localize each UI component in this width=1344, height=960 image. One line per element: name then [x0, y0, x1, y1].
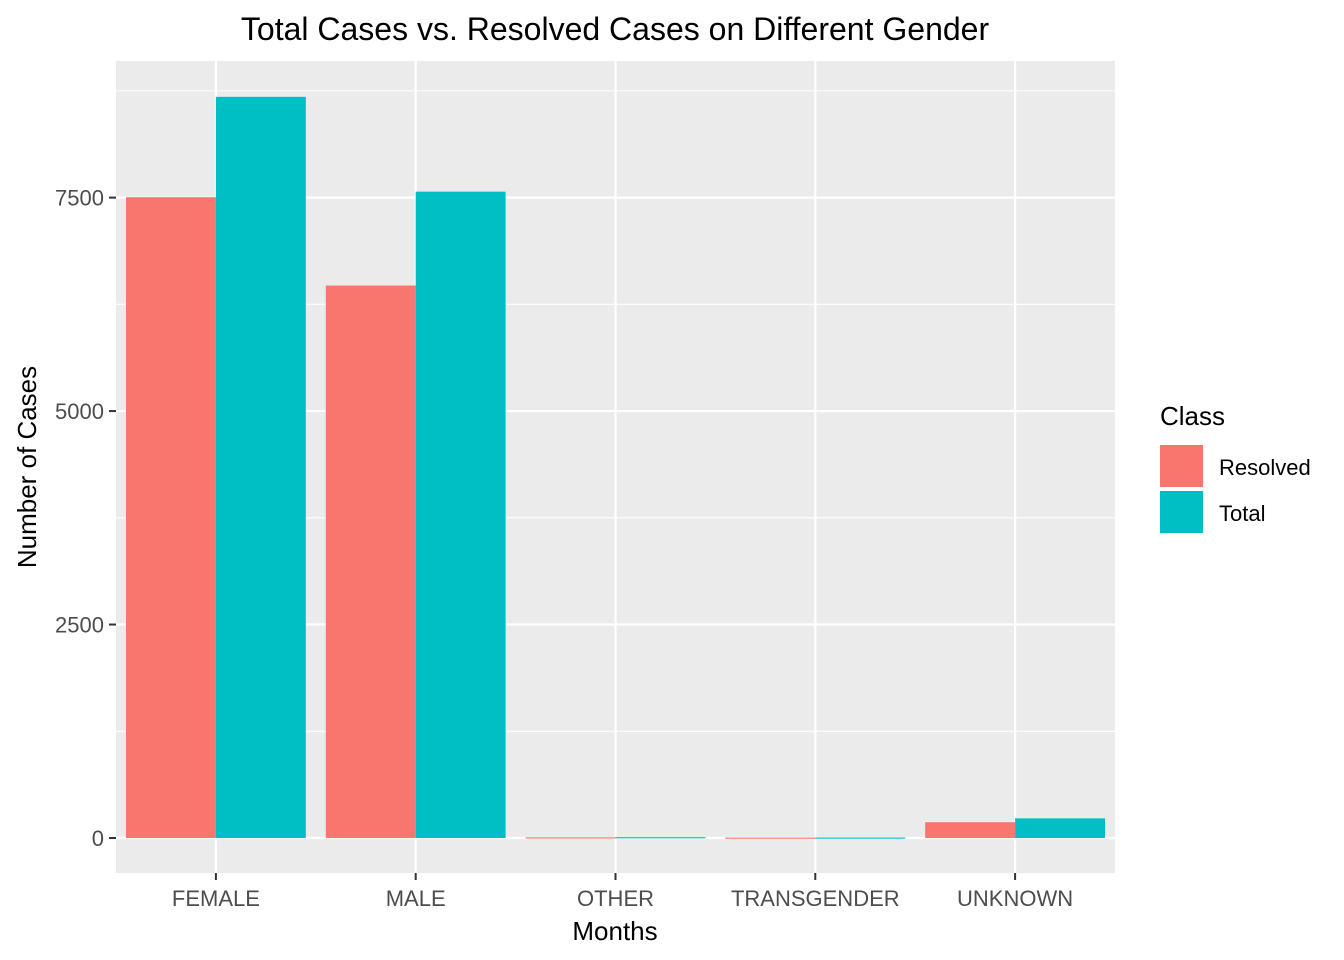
legend-key-resolved — [1160, 445, 1203, 487]
y-tick-label: 0 — [92, 826, 104, 851]
x-axis: FEMALE MALE OTHER TRANSGENDER UNKNOWN — [172, 873, 1073, 911]
legend-key-total — [1160, 491, 1203, 533]
bar-total-male — [415, 191, 506, 838]
legend-label-resolved: Resolved — [1219, 455, 1311, 480]
bar-total-other — [615, 837, 706, 839]
y-axis: 0 2500 5000 7500 — [55, 186, 116, 851]
bar-resolved-unknown — [925, 822, 1016, 838]
y-axis-title: Number of Cases — [12, 366, 42, 568]
y-tick-label: 7500 — [55, 186, 104, 211]
x-axis-title: Months — [572, 916, 657, 946]
y-tick-label: 5000 — [55, 399, 104, 424]
bar-total-female — [215, 96, 306, 838]
bar-total-transgender — [815, 837, 906, 839]
x-tick-label: TRANSGENDER — [731, 886, 900, 911]
x-tick-label: MALE — [386, 886, 446, 911]
bars — [125, 96, 1106, 839]
bar-resolved-other — [525, 837, 616, 839]
bar-resolved-male — [325, 285, 416, 838]
legend-title: Class — [1160, 401, 1225, 431]
x-tick-label: UNKNOWN — [957, 886, 1073, 911]
legend-label-total: Total — [1219, 501, 1265, 526]
bar-resolved-female — [125, 197, 216, 838]
legend: Class Resolved Total — [1160, 401, 1311, 533]
bar-resolved-transgender — [725, 837, 816, 839]
chart-title: Total Cases vs. Resolved Cases on Differ… — [241, 11, 990, 47]
x-tick-label: OTHER — [577, 886, 654, 911]
bar-total-unknown — [1015, 818, 1106, 838]
x-tick-label: FEMALE — [172, 886, 260, 911]
y-tick-label: 2500 — [55, 613, 104, 638]
